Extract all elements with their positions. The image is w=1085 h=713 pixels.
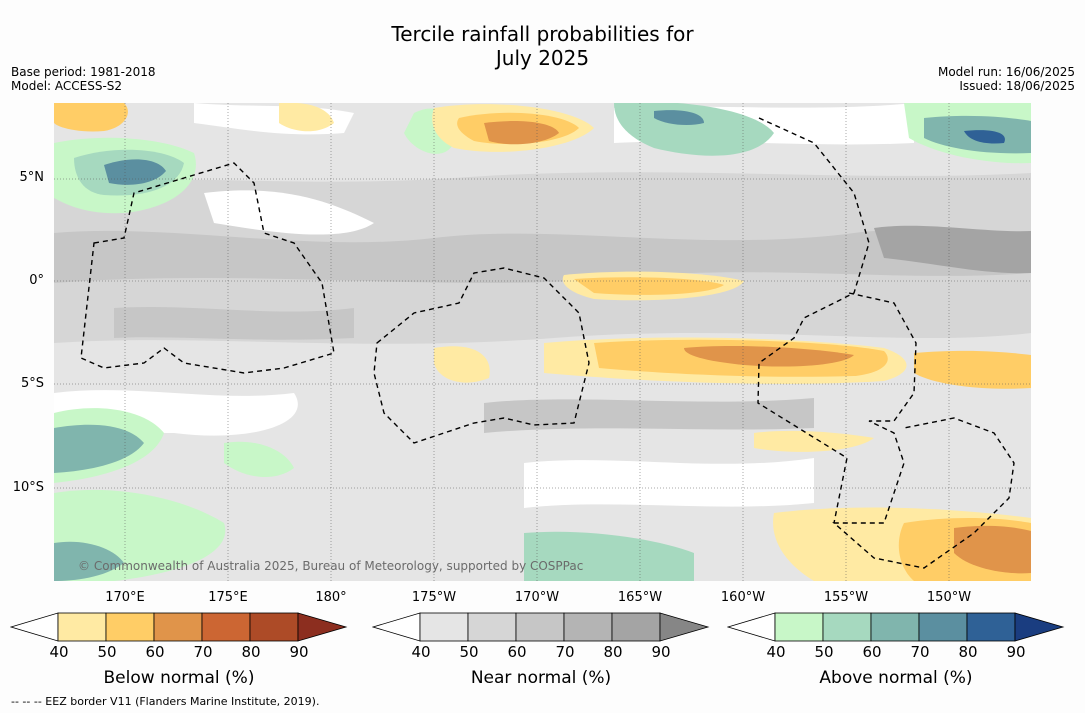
colorbar-segment-70 [563, 612, 613, 642]
colorbar-segment-50 [467, 612, 517, 642]
colorbar-segment-60 [870, 612, 920, 642]
colorbar-min-extend [727, 612, 776, 642]
cb-above-tick-90: 90 [1006, 643, 1026, 661]
below-normal-60-equator [574, 277, 724, 295]
lon-label-170w: 170°W [514, 590, 560, 605]
below-normal-70-north [484, 121, 559, 145]
colorbar-min-extend [10, 612, 59, 642]
cb-near-tick-80: 80 [603, 643, 623, 661]
colorbar-segment-80 [249, 612, 299, 642]
below-normal-50-south-small [434, 346, 490, 383]
eez-border-tokelau [373, 267, 590, 444]
colorbar-segment-40 [774, 612, 824, 642]
cb-below-tick-90: 90 [289, 643, 309, 661]
lat-label-5n: 5°N [19, 170, 45, 185]
cb-near-tick-70: 70 [555, 643, 575, 661]
cb-above-tick-70: 70 [910, 643, 930, 661]
below-normal-70-se [954, 525, 1031, 574]
below-normal-60-east [914, 350, 1031, 389]
lon-label-155w: 155°W [823, 590, 869, 605]
below-normal-50-se-small [754, 430, 874, 452]
above-normal-50-south-mid [224, 441, 294, 478]
colorbar-segment-80 [966, 612, 1016, 642]
above-normal-80-north [654, 110, 704, 126]
colorbar-max-extend [297, 612, 348, 642]
issued-date: Issued: 18/06/2025 [959, 79, 1075, 93]
colorbar-segment-80 [611, 612, 661, 642]
colorbar-segment-60 [153, 612, 203, 642]
colorbar-segment-70 [918, 612, 968, 642]
colorbar-segment-40 [57, 612, 107, 642]
cb-below-tick-40: 40 [49, 643, 69, 661]
colorbar-title-below-normal: Below normal (%) [103, 668, 255, 688]
eez-border-tuvalu [80, 162, 335, 374]
above-normal-60-south [524, 531, 694, 581]
colorbar-segment-50 [105, 612, 155, 642]
cb-near-tick-60: 60 [507, 643, 527, 661]
no-dominant-patch-1 [204, 190, 374, 235]
colorbar-min-extend [372, 612, 421, 642]
colorbar-segment-60 [515, 612, 565, 642]
cb-below-tick-60: 60 [145, 643, 165, 661]
lon-label-160w: 160°W [720, 590, 766, 605]
lon-label-175w: 175°W [411, 590, 457, 605]
colorbar-title-above-normal: Above normal (%) [819, 668, 973, 688]
no-dominant-patch-3 [524, 458, 814, 508]
below-normal-60-nw [54, 103, 128, 132]
lat-label-10s: 10°S [12, 480, 44, 495]
metadata-right: Model run: 16/06/2025 Issued: 18/06/2025 [938, 65, 1075, 93]
eez-borders [80, 117, 1015, 569]
cb-above-tick-40: 40 [766, 643, 786, 661]
eez-border-kiribati [757, 117, 870, 524]
colorbar-segment-50 [822, 612, 872, 642]
above-normal-80-nw [104, 159, 166, 185]
cb-below-tick-80: 80 [241, 643, 261, 661]
lon-label-180: 180° [315, 590, 347, 605]
metadata-left: Base period: 1981-2018 Model: ACCESS-S2 [11, 65, 156, 93]
colorbar-title-near-normal: Near normal (%) [470, 668, 612, 688]
colorbar-max-extend [1014, 612, 1065, 642]
model-name: Model: ACCESS-S2 [11, 79, 123, 93]
near-normal-60-mid [484, 398, 814, 433]
colorbar-near-normal [372, 612, 710, 642]
above-normal-70-sw [54, 541, 124, 581]
lon-label-170e: 170°E [105, 590, 145, 605]
colorbar-segment-70 [201, 612, 251, 642]
lat-label-0: 0° [29, 273, 44, 288]
cb-near-tick-40: 40 [411, 643, 431, 661]
map-title-line2: July 2025 [495, 46, 590, 70]
base-period: Base period: 1981-2018 [11, 65, 156, 79]
near-normal-60-band [54, 230, 1031, 283]
cb-above-tick-60: 60 [862, 643, 882, 661]
above-normal-70-west [54, 424, 144, 473]
cb-below-tick-50: 50 [97, 643, 117, 661]
model-run: Model run: 16/06/2025 [937, 65, 1075, 79]
graticule [54, 103, 1031, 581]
copyright-credit: © Commonwealth of Australia 2025, Bureau… [78, 559, 584, 573]
cb-near-tick-50: 50 [459, 643, 479, 661]
below-normal-70-south-band [684, 345, 854, 367]
eez-footnote: -- -- -- EEZ border V11 (Flanders Marine… [11, 695, 320, 708]
colorbar-above-normal [727, 612, 1065, 642]
lat-label-5s: 5°S [20, 376, 44, 391]
colorbar-max-extend [659, 612, 710, 642]
below-normal-50-north-small [279, 103, 334, 132]
lon-label-175e: 175°E [208, 590, 248, 605]
probability-map [54, 103, 1031, 581]
near-normal-80-east [874, 225, 1031, 274]
colorbar-segment-40 [419, 612, 469, 642]
cb-above-tick-50: 50 [814, 643, 834, 661]
cb-near-tick-90: 90 [651, 643, 671, 661]
colorbar-below-normal [10, 612, 348, 642]
near-normal-60-west [114, 306, 354, 340]
cb-below-tick-70: 70 [193, 643, 213, 661]
lon-label-150w: 150°W [926, 590, 972, 605]
lon-label-165w: 165°W [617, 590, 663, 605]
above-normal-90-ne [964, 130, 1005, 144]
map-title-line1: Tercile rainfall probabilities for [391, 22, 694, 46]
cb-above-tick-80: 80 [958, 643, 978, 661]
